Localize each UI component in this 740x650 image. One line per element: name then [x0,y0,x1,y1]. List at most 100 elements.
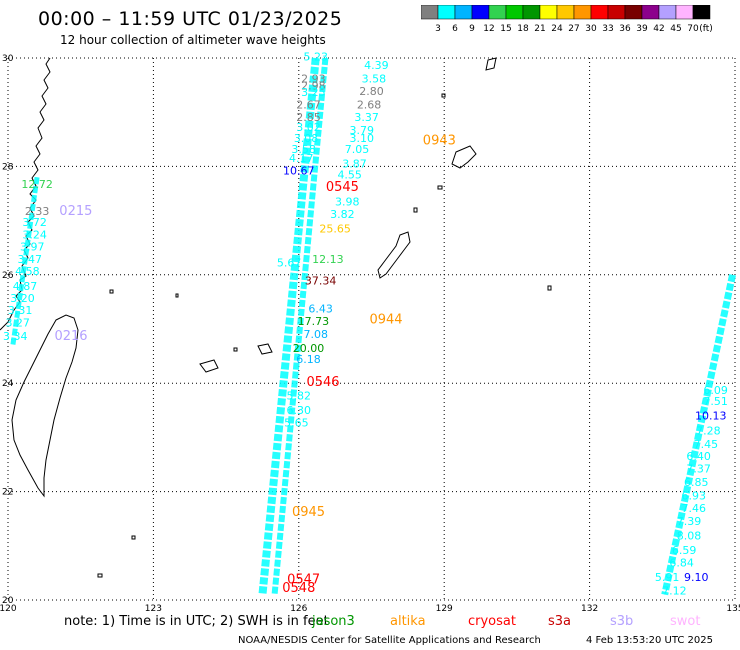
wave-height-value: 3.20 [10,292,35,305]
wave-height-value: 2.67 [296,98,321,111]
color-scale-label: 12 [483,24,494,34]
longitude-label: 126 [290,604,307,614]
wave-height-value: 10.67 [283,165,315,178]
wave-height-value: 4.17 [289,152,314,165]
wave-height-value: 4.58 [15,265,40,278]
color-scale-label: 15 [500,24,511,34]
wave-height-value: 7.51 [703,395,728,408]
color-scale-label: 70 [687,24,699,34]
wave-height-value: 6.84 [669,556,694,569]
satellite-legend-item: jason3 [312,614,355,629]
color-scale-label: 24 [551,24,563,34]
satellite-legend-item: swot [670,614,701,629]
small-islands [97,93,552,578]
satellite-legend-item: cryosat [468,614,516,629]
pass-time-label: 0944 [369,313,402,328]
wave-height-value: 5.91 [655,571,680,584]
wave-height-value: 7.37 [686,463,711,476]
amami-island [451,145,477,169]
wave-height-value: 6.43 [308,303,333,316]
wave-height-value: 4.87 [13,280,38,293]
longitude-label: 129 [436,604,453,614]
wave-height-value: 12.72 [21,178,53,191]
coastlines [0,57,497,498]
wave-height-value: 7.46 [682,502,707,515]
latitude-label: 28 [2,162,14,172]
wave-height-value: 3.58 [291,143,316,156]
pass-time-label: 0545 [326,180,359,195]
wave-height-value: 2.93 [301,72,326,85]
wave-height-value: 3.82 [330,208,355,221]
wave-height-value: 5.67 [277,257,302,270]
wave-height-value: 6.59 [672,544,697,557]
wave-height-value: 4.39 [364,59,389,72]
color-scale-unit: (ft) [699,24,713,34]
footer-note: note: 1) Time is in UTC; 2) SWH is in fe… [64,614,329,629]
color-scale-label: 30 [585,24,597,34]
latitude-label: 24 [2,379,14,389]
wave-height-value: 3.27 [5,316,30,329]
wave-height-value: 7.28 [696,425,721,438]
wave-height-value: 3.08 [294,132,319,145]
wave-height-value: 10.13 [695,410,727,423]
wave-height-value: 17.73 [298,315,330,328]
wave-height-value: 4.55 [337,168,362,181]
color-scale-label: 6 [452,24,458,34]
longitude-label: 120 [0,604,17,614]
wave-height-value: 3.98 [335,195,360,208]
wave-height-value: 37.34 [305,275,337,288]
wave-height-value: 7.39 [677,515,702,528]
pass-time-label: 0215 [59,204,92,219]
page-title: 00:00 – 11:59 UTC 01/23/2025 [38,8,343,30]
color-scale-label: 3 [435,24,441,34]
wave-height-value: 3.34 [3,330,28,343]
satellite-legend-item: s3b [610,614,634,629]
wave-height-value: 3.25 [301,86,326,99]
satellite-legend-item: s3a [548,614,572,629]
pass-time-label: 0548 [282,581,315,596]
wave-height-value: 3.24 [22,228,47,241]
ishigaki-island [199,359,219,373]
wave-height-value: 3.72 [22,216,47,229]
generation-timestamp: 4 Feb 13:53:20 UTC 2025 [586,635,713,646]
wave-height-value: 3.10 [350,132,375,145]
pass-time-label: 0546 [306,375,339,390]
wave-height-value: 7.05 [345,143,370,156]
color-scale-label: 45 [670,24,681,34]
color-scale-label: 39 [636,24,648,34]
wave-height-value: 25.65 [319,223,351,236]
wave-height-value: 6.93 [682,490,707,503]
wave-height-value: 6.18 [296,353,321,366]
graticule: 120 123 126 129 132 135 20 22 24 26 28 30 [0,54,740,614]
color-swatch [692,5,711,20]
wave-height-value: 2.80 [359,85,384,98]
color-scale-label: 18 [517,24,529,34]
satellite-track [10,176,40,346]
taiwan-island [11,314,79,498]
page-subtitle: 12 hour collection of altimeter wave hei… [60,33,326,47]
longitude-label: 123 [145,604,162,614]
wave-height-value: 3.58 [362,72,387,85]
wave-height-value: 12.13 [312,253,344,266]
wave-height-value: 5.23 [304,51,329,64]
wave-height-values: 5.234.393.582.932.98 2.803.252.67 2.682.85… [3,51,728,598]
satellite-tracks [10,57,737,596]
wave-height-value: 3.79 [350,124,375,137]
wave-height-value: 3.31 [8,304,33,317]
wave-height-value: 5.82 [287,389,312,402]
color-scale-label: 9 [469,24,475,34]
wave-height-value: 7.08 [304,328,329,341]
wave-height-value: 6.40 [686,450,711,463]
wave-height-value: 20.00 [293,342,325,355]
credit-line: NOAA/NESDIS Center for Satellite Applica… [238,635,541,646]
wave-height-value: 3.87 [342,157,367,170]
color-scale-label: 33 [602,24,613,34]
color-scale-label: 21 [534,24,545,34]
latitude-label: 30 [2,54,14,64]
wave-height-value: 6.30 [287,404,312,417]
wave-height-value: 7.45 [694,438,719,451]
satellite-legend-item: altika [390,614,426,629]
wave-height-value: 8.08 [677,529,702,542]
